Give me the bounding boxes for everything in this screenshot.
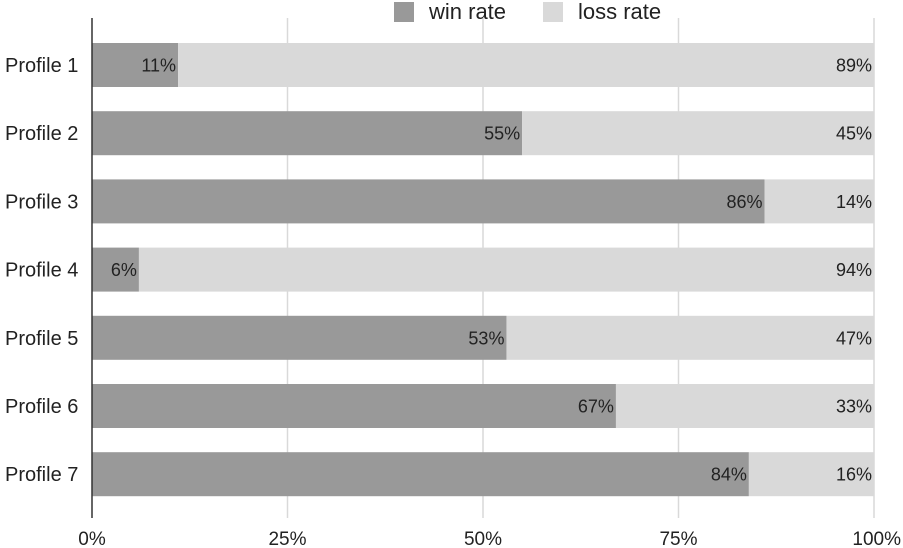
data-label-win-4: 6% bbox=[111, 260, 137, 280]
x-tick-label-100: 100% bbox=[852, 529, 901, 548]
data-label-win-5: 53% bbox=[468, 328, 504, 348]
bar-loss-3 bbox=[764, 179, 874, 224]
category-label-5: Profile 5 bbox=[5, 328, 78, 350]
data-label-loss-2: 45% bbox=[836, 124, 872, 144]
data-label-loss-5: 47% bbox=[836, 328, 872, 348]
category-label-7: Profile 7 bbox=[5, 464, 78, 486]
bar-win-7 bbox=[92, 452, 749, 497]
bar-loss-4 bbox=[138, 247, 875, 292]
bars: 11% 89% 55% 45% 86% 14% 6% 94% 53% 47% 67% 33% 84% 16… bbox=[92, 43, 875, 497]
bar-loss-6 bbox=[615, 384, 874, 428]
x-tick-label-75: 75% bbox=[659, 529, 697, 548]
x-tick-label-0: 0% bbox=[78, 529, 106, 548]
bar-win-1 bbox=[92, 43, 179, 87]
category-label-2: Profile 2 bbox=[5, 123, 78, 145]
legend-swatch-win bbox=[394, 2, 414, 22]
bar-win-3 bbox=[92, 179, 765, 224]
category-label-1: Profile 1 bbox=[5, 55, 78, 77]
legend-label-loss: loss rate bbox=[578, 0, 661, 24]
category-labels: Profile 1 Profile 2 Profile 3 Profile 4 Prof… bbox=[5, 55, 78, 486]
category-label-4: Profile 4 bbox=[5, 260, 78, 282]
data-label-loss-1: 89% bbox=[836, 56, 872, 76]
bar-win-4 bbox=[92, 247, 139, 292]
legend-label-win: win rate bbox=[428, 0, 506, 24]
bar-win-2 bbox=[92, 111, 523, 156]
data-label-win-2: 55% bbox=[484, 124, 520, 144]
data-label-loss-3: 14% bbox=[836, 192, 872, 212]
x-tick-label-50: 50% bbox=[464, 529, 502, 548]
legend-swatch-loss bbox=[543, 2, 563, 22]
x-tick-labels: 0% 25% 50% 75% 100% bbox=[78, 529, 901, 548]
data-label-loss-4: 94% bbox=[836, 260, 872, 280]
data-label-win-6: 67% bbox=[578, 397, 614, 417]
data-label-win-1: 11% bbox=[141, 56, 176, 76]
data-label-loss-6: 33% bbox=[836, 397, 872, 417]
legend: win rate loss rate bbox=[394, 0, 661, 24]
data-label-win-7: 84% bbox=[711, 465, 747, 485]
bar-loss-1 bbox=[178, 43, 874, 87]
bar-win-6 bbox=[92, 384, 616, 428]
bar-loss-2 bbox=[522, 111, 874, 156]
bar-loss-7 bbox=[748, 452, 874, 497]
category-label-3: Profile 3 bbox=[5, 191, 78, 213]
data-label-loss-7: 16% bbox=[836, 465, 872, 485]
x-tick-label-25: 25% bbox=[268, 529, 306, 548]
bar-win-5 bbox=[92, 315, 507, 360]
category-label-6: Profile 6 bbox=[5, 396, 78, 418]
bar-loss-5 bbox=[506, 315, 874, 360]
data-label-win-3: 86% bbox=[726, 192, 762, 212]
